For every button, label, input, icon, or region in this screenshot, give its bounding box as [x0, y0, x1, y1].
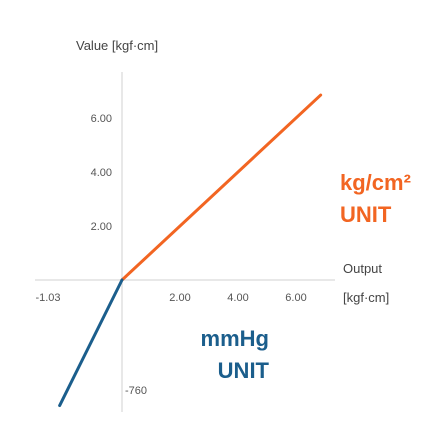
- x-tick-label: 4.00: [227, 292, 248, 304]
- y-tick-labels: 6.00 4.00 2.00 -760: [91, 113, 147, 397]
- mmhg-unit-label: mmHg: [201, 326, 269, 351]
- x-tick-label: -1.03: [35, 292, 60, 304]
- x-tick-label: 6.00: [285, 292, 306, 304]
- series-line-kg-cm2: [120, 93, 323, 282]
- y-axis-title: Value [kgf·cm]: [76, 38, 158, 53]
- y-tick-label: 6.00: [91, 113, 112, 125]
- x-axis-title-line2: [kgf·cm]: [343, 290, 389, 305]
- kg-cm2-unit-label: kg/cm²: [340, 170, 411, 195]
- x-tick-labels: -1.03 2.00 4.00 6.00: [35, 292, 306, 304]
- x-axis-title-line1: Output: [343, 261, 382, 276]
- mmhg-unit-label-line2: UNIT: [218, 358, 270, 383]
- series-line-mmhg: [58, 278, 124, 408]
- x-tick-label: 2.00: [169, 292, 190, 304]
- y-tick-label: 2.00: [91, 221, 112, 233]
- y-tick-label: 4.00: [91, 167, 112, 179]
- y-tick-label: -760: [125, 385, 147, 397]
- kg-cm2-unit-label-line2: UNIT: [340, 202, 392, 227]
